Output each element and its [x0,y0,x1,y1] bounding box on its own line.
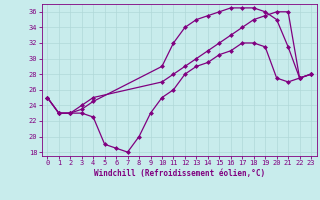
X-axis label: Windchill (Refroidissement éolien,°C): Windchill (Refroidissement éolien,°C) [94,169,265,178]
